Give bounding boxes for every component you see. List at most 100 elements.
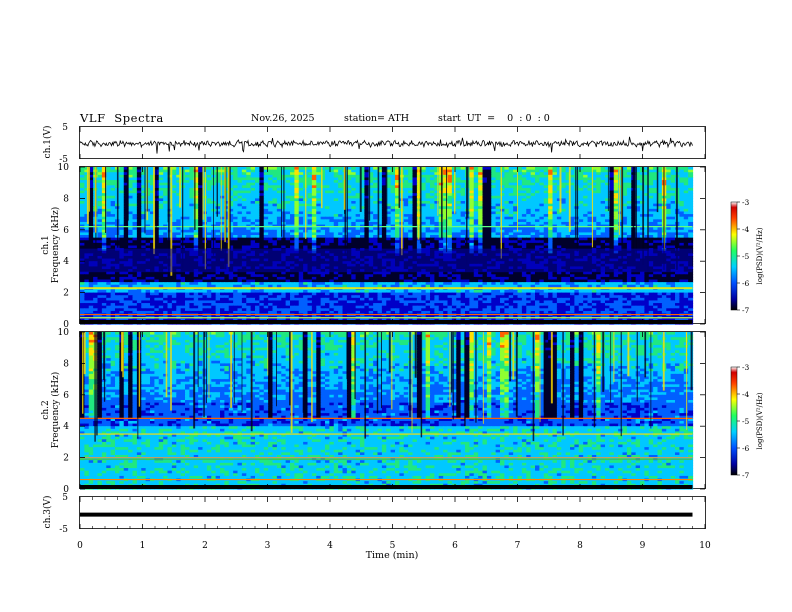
spectrogram-cell — [281, 240, 287, 244]
spectrogram-cell — [128, 229, 134, 234]
spectrogram-cell — [587, 172, 593, 176]
spectrogram-cell — [521, 221, 527, 226]
spectrogram-cell — [80, 177, 85, 181]
spectrogram-cell — [626, 235, 632, 239]
spectrogram-cell — [193, 235, 199, 239]
spectrogram-cell — [206, 167, 212, 171]
spectrogram-cell — [508, 245, 514, 249]
spectrogram-cell — [408, 195, 414, 199]
spectrogram-cell — [84, 208, 90, 213]
spectrogram-cell — [508, 219, 514, 223]
spectrogram-cell — [167, 211, 173, 215]
spectrogram-cell — [368, 235, 374, 239]
spectrogram-cell — [500, 219, 505, 223]
spectrogram-cell — [508, 227, 514, 231]
spectrogram-cell — [635, 235, 641, 239]
spectrogram-cell — [666, 187, 672, 192]
spectrogram-cell — [241, 214, 247, 218]
spectrogram-cell — [333, 193, 339, 197]
spectrogram-cell — [290, 214, 295, 218]
spectrogram-cell — [298, 232, 304, 236]
spectrogram-cell — [246, 195, 252, 199]
spectrogram-cell — [298, 214, 304, 218]
spectrogram-cell — [618, 193, 624, 197]
spectrogram-cell — [259, 193, 265, 197]
spectrogram-cell — [198, 174, 204, 179]
spectrogram-cell — [438, 242, 444, 247]
spectrogram-cell — [478, 177, 484, 181]
spectrogram-cell — [626, 180, 632, 184]
spectrogram-cell — [368, 180, 374, 184]
spectrogram-cell — [119, 174, 125, 179]
spectrogram-cell — [626, 198, 632, 202]
spectrogram-cell — [351, 177, 357, 181]
spectrogram-cell — [215, 174, 221, 179]
spectrogram-cell — [355, 206, 361, 210]
spectrogram-cell — [679, 187, 685, 192]
spectrogram-cell — [285, 185, 291, 189]
spectrogram-cell — [198, 198, 204, 202]
spectrogram-cell — [688, 203, 694, 207]
spectrogram-cell — [259, 180, 265, 184]
spectrogram-cell — [377, 198, 383, 202]
spectrogram-cell — [451, 216, 457, 220]
spectrogram-cell — [189, 232, 195, 236]
spectrogram-cell — [412, 180, 418, 184]
spectrogram-cell — [298, 227, 304, 231]
spectrogram-cell — [618, 227, 624, 231]
spectrogram-cell — [430, 242, 435, 247]
spectrogram-cell — [311, 203, 317, 207]
spectrogram-cell — [508, 182, 514, 186]
spectrogram-cell — [583, 201, 589, 205]
spectrogram-cell — [648, 193, 654, 197]
spectrogram-cell — [176, 174, 182, 179]
spectrogram-cell — [504, 203, 510, 207]
spectrogram-cell — [381, 219, 387, 223]
spectrogram-cell — [381, 185, 387, 189]
spectrogram-cell — [430, 195, 435, 199]
spectrogram-cell — [338, 195, 344, 199]
spectrogram-cell — [486, 185, 492, 189]
spectrogram-cell — [657, 193, 663, 197]
spectrogram-cell — [355, 240, 361, 244]
spectrogram-cell — [381, 237, 387, 241]
spectrogram-cell — [119, 237, 125, 241]
spectrogram-cell — [648, 201, 654, 205]
spectrogram-cell — [447, 195, 453, 199]
spectrogram-cell — [224, 187, 230, 192]
spectrogram-cell — [456, 198, 462, 202]
spectrogram-cell — [521, 182, 527, 186]
spectrogram-cell — [368, 240, 374, 244]
spectrogram-cell — [158, 172, 164, 176]
spectrogram-cell — [171, 211, 177, 215]
spectrogram-cell — [381, 193, 387, 197]
spectrogram-cell — [360, 169, 365, 173]
spectrogram-cell — [513, 174, 519, 179]
spectrogram-cell — [307, 211, 313, 215]
spectrogram-cell — [473, 187, 479, 192]
spectrogram-cell — [434, 182, 440, 186]
spectrogram-cell — [298, 198, 304, 202]
spectrogram-cell — [303, 245, 309, 249]
spectrogram-cell — [521, 206, 527, 210]
spectrogram-cell — [526, 174, 532, 179]
spectrogram-cell — [189, 211, 195, 215]
spectrogram-cell — [206, 203, 212, 207]
spectrogram-cell — [128, 182, 134, 186]
spectrogram-cell — [521, 198, 527, 202]
spectrogram-cell — [395, 235, 400, 239]
spectrogram-cell — [171, 203, 177, 207]
spectrogram-cell — [390, 206, 396, 210]
spectrogram-cell — [666, 208, 672, 213]
spectrogram-cell — [290, 229, 295, 234]
spectrogram-cell — [377, 237, 383, 241]
spectrogram-cell — [158, 229, 164, 234]
spectrogram-cell — [408, 190, 414, 194]
spectrogram-cell — [123, 219, 129, 223]
spectrogram-cell — [613, 240, 619, 244]
spectrogram-cell — [290, 216, 295, 220]
spectrogram-cell — [193, 172, 199, 176]
spectrogram-cell — [578, 216, 584, 220]
spectrogram-cell — [88, 187, 94, 192]
spectrogram-cell — [482, 169, 488, 173]
